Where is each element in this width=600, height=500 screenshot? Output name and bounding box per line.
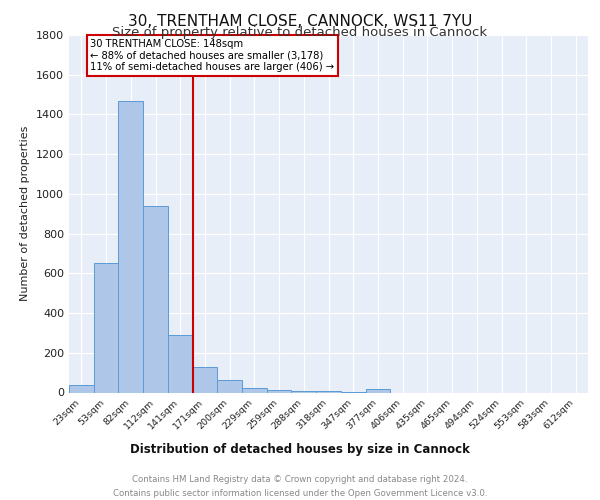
Bar [365,388,390,392]
Bar [94,264,118,392]
Text: Contains HM Land Registry data © Crown copyright and database right 2024.
Contai: Contains HM Land Registry data © Crown c… [113,476,487,498]
Text: Distribution of detached houses by size in Cannock: Distribution of detached houses by size … [130,442,470,456]
Y-axis label: Number of detached properties: Number of detached properties [20,126,31,302]
Text: 30, TRENTHAM CLOSE, CANNOCK, WS11 7YU: 30, TRENTHAM CLOSE, CANNOCK, WS11 7YU [128,14,472,29]
Bar [316,391,341,392]
Text: 30 TRENTHAM CLOSE: 148sqm
← 88% of detached houses are smaller (3,178)
11% of se: 30 TRENTHAM CLOSE: 148sqm ← 88% of detac… [90,39,334,72]
Text: Size of property relative to detached houses in Cannock: Size of property relative to detached ho… [112,26,488,39]
Bar [292,390,316,392]
Bar [217,380,242,392]
Bar [193,366,217,392]
Bar [242,388,267,392]
Bar [168,335,193,392]
Bar [118,100,143,393]
Bar [267,390,292,392]
Bar [69,384,94,392]
Bar [143,206,168,392]
